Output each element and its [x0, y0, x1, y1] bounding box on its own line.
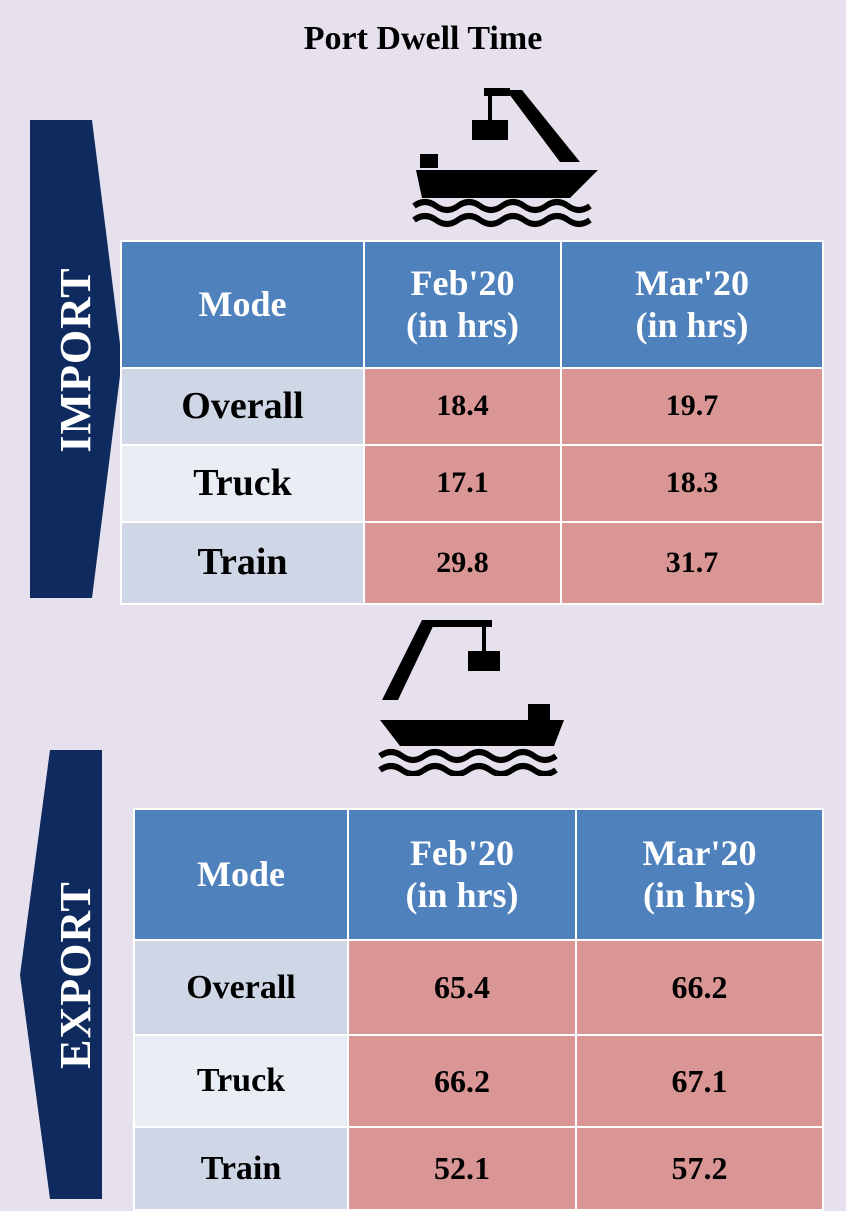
- import-label: IMPORT: [51, 267, 100, 453]
- data-row: Truck 17.1 18.3: [120, 444, 824, 523]
- header-row: Mode Feb'20 (in hrs) Mar'20 (in hrs): [120, 240, 824, 369]
- value-cell: 65.4: [347, 939, 577, 1036]
- value-cell: 18.3: [560, 444, 824, 523]
- export-banner: [20, 750, 102, 1199]
- value-cell: 19.7: [560, 367, 824, 446]
- value-cell: 17.1: [363, 444, 562, 523]
- value-cell: 52.1: [347, 1126, 577, 1211]
- header-row: Mode Feb'20 (in hrs) Mar'20 (in hrs): [133, 808, 824, 941]
- header-cell: Feb'20 (in hrs): [347, 808, 577, 941]
- title: Port Dwell Time: [303, 20, 543, 57]
- mode-cell: Truck: [120, 444, 365, 523]
- mode-cell: Train: [133, 1126, 349, 1211]
- value-cell: 66.2: [347, 1034, 577, 1128]
- header-cell: Feb'20 (in hrs): [363, 240, 562, 369]
- data-row: Overall 18.4 19.7: [120, 367, 824, 446]
- data-row: Truck 66.2 67.1: [133, 1034, 824, 1128]
- data-row: Overall 65.4 66.2: [133, 939, 824, 1036]
- header-cell: Mode: [120, 240, 365, 369]
- data-row: Train 29.8 31.7: [120, 521, 824, 605]
- value-cell: 66.2: [575, 939, 824, 1036]
- value-cell: 31.7: [560, 521, 824, 605]
- value-cell: 18.4: [363, 367, 562, 446]
- import-ship-icon: [412, 88, 598, 227]
- export-label: EXPORT: [51, 881, 100, 1069]
- mode-cell: Overall: [133, 939, 349, 1036]
- import-table: Mode Feb'20 (in hrs) Mar'20 (in hrs) Overal…: [120, 240, 824, 605]
- header-cell: Mode: [133, 808, 349, 941]
- import-banner: [30, 120, 122, 598]
- data-row: Train 52.1 57.2: [133, 1126, 824, 1211]
- export-ship-icon: [378, 620, 564, 776]
- value-cell: 57.2: [575, 1126, 824, 1211]
- value-cell: 67.1: [575, 1034, 824, 1128]
- mode-cell: Train: [120, 521, 365, 605]
- mode-cell: Overall: [120, 367, 365, 446]
- header-cell: Mar'20 (in hrs): [560, 240, 824, 369]
- export-table: Mode Feb'20 (in hrs) Mar'20 (in hrs) Overal…: [133, 808, 824, 1211]
- value-cell: 29.8: [363, 521, 562, 605]
- mode-cell: Truck: [133, 1034, 349, 1128]
- header-cell: Mar'20 (in hrs): [575, 808, 824, 941]
